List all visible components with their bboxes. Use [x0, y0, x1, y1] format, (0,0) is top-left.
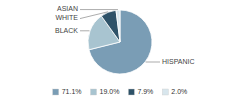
legend-swatch [53, 89, 59, 95]
pie [88, 10, 152, 74]
legend-swatch [128, 89, 134, 95]
legend-swatch [91, 89, 97, 95]
pie-slice [101, 10, 120, 42]
leader-line [80, 12, 108, 19]
pie-slice [116, 10, 120, 42]
legend-label: 7.9% [137, 88, 153, 95]
legend-label: 2.0% [171, 88, 187, 95]
pie-slice [89, 10, 152, 74]
legend-item: 2.0% [162, 88, 187, 95]
slice-label: ASIAN [57, 5, 78, 12]
legend-label: 71.1% [62, 88, 82, 95]
leader-line [80, 9, 118, 10]
legend-item: 71.1% [53, 88, 82, 95]
legend-label: 19.0% [100, 88, 120, 95]
slice-label: WHITE [55, 14, 78, 21]
legend-item: 7.9% [128, 88, 153, 95]
slice-label: BLACK [55, 27, 78, 34]
slice-label: HISPANIC [162, 58, 195, 65]
leader-line [146, 62, 160, 63]
labels: HISPANIC BLACK WHITE ASIAN [55, 5, 195, 64]
legend-item: 19.0% [91, 88, 120, 95]
legend: 71.1% 19.0% 7.9% 2.0% [53, 88, 188, 95]
chart: HISPANIC BLACK WHITE ASIAN 71.1% 19.0% 7.9% 2.0… [0, 0, 240, 100]
leader-line [80, 30, 89, 31]
legend-swatch [162, 89, 168, 95]
